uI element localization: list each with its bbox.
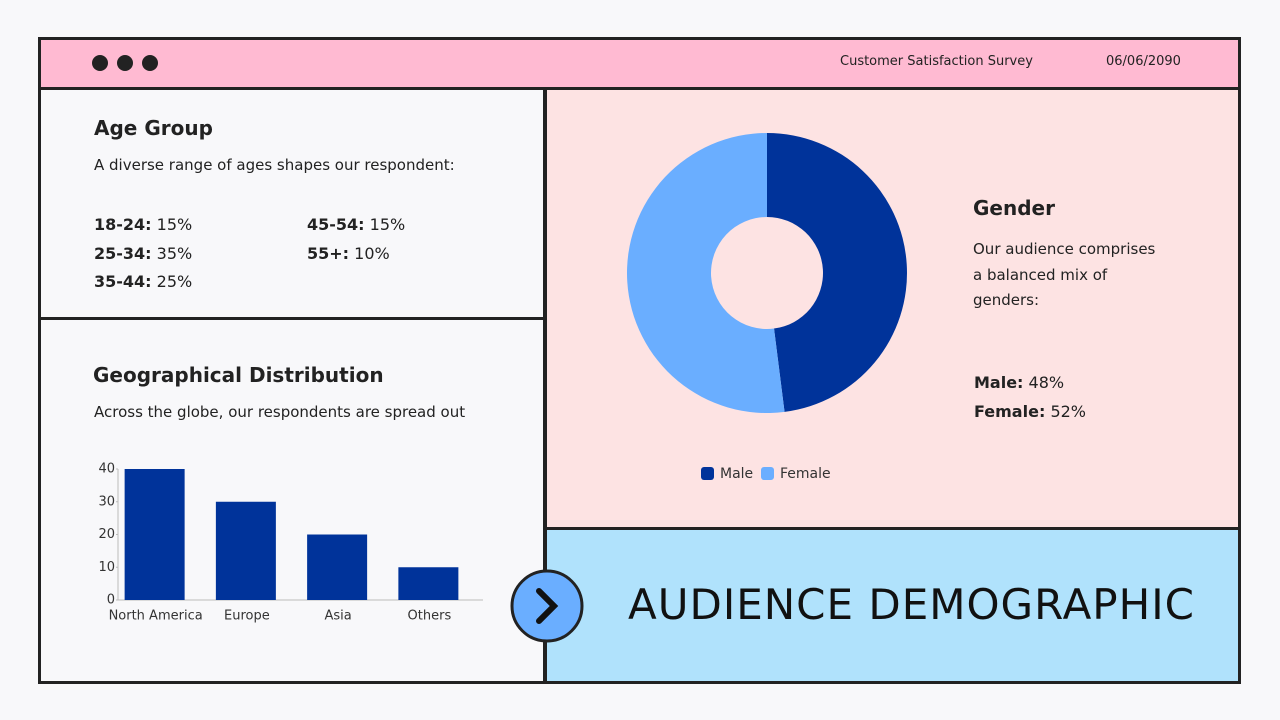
x-tick-label: North America — [109, 609, 203, 624]
banner-title: AUDIENCE DEMOGRAPHIC — [628, 580, 1195, 629]
section-title: Age Group — [94, 116, 213, 140]
legend-swatch — [701, 467, 714, 480]
list-item: 55+: 10% — [307, 244, 390, 263]
window-dot — [142, 55, 158, 71]
item-value: 10% — [354, 243, 390, 263]
x-tick-label: Others — [408, 609, 452, 624]
item-value: 15% — [369, 215, 406, 234]
y-tick-label: 10 — [98, 560, 115, 575]
legend-label: Male — [720, 466, 753, 482]
legend-label: Female — [780, 466, 831, 482]
item-label: 55+: — [307, 243, 350, 263]
bar — [124, 469, 185, 600]
chart-title: Geographical Distribution — [93, 363, 384, 387]
item-label: 25-34: — [94, 243, 152, 263]
x-tick-label: Europe — [224, 609, 270, 624]
bar — [215, 501, 276, 600]
item-label: Female: — [974, 401, 1046, 421]
bar — [398, 567, 459, 600]
header-date: 06/06/2090 — [1106, 54, 1181, 69]
item-value: 48% — [1028, 373, 1065, 392]
chart-title: Gender — [973, 196, 1055, 220]
window-dot — [117, 55, 133, 71]
list-item: 35-44: 25% — [94, 272, 192, 291]
header-bar — [38, 37, 1241, 90]
bar — [307, 534, 368, 600]
y-tick-label: 20 — [98, 527, 115, 542]
section-text: A diverse range of ages shapes our respo… — [94, 156, 455, 174]
age-panel — [38, 87, 546, 320]
list-item: Male: 48% — [974, 373, 1064, 392]
item-value: 52% — [1050, 401, 1086, 421]
list-item: 18-24: 15% — [94, 215, 192, 234]
list-item: Female: 52% — [974, 402, 1086, 421]
list-item: 45-54: 15% — [307, 215, 405, 234]
chart-subtitle: Our audience comprises a balanced mix of… — [973, 240, 1156, 309]
arrow-icon — [536, 588, 559, 624]
y-tick-label: 0 — [107, 593, 115, 608]
chart-subtitle: Across the globe, our respondents are sp… — [94, 403, 466, 421]
item-value: 35% — [156, 243, 193, 263]
header-title: Customer Satisfaction Survey — [840, 54, 1033, 69]
x-tick-label: Asia — [325, 609, 352, 624]
item-label: 45-54: — [307, 215, 365, 234]
item-label: 18-24: — [94, 215, 152, 234]
pie-slice — [767, 133, 907, 412]
legend-swatch — [761, 467, 774, 480]
y-tick-label: 30 — [98, 494, 115, 509]
geo-panel — [38, 317, 546, 684]
banner-panel — [544, 527, 1241, 684]
item-value: 25% — [156, 272, 193, 291]
next-button[interactable] — [510, 569, 584, 643]
y-tick-label: 40 — [98, 462, 115, 477]
item-label: 35-44: — [94, 272, 152, 291]
item-value: 15% — [156, 215, 193, 234]
item-label: Male: — [974, 373, 1024, 392]
list-item: 25-34: 35% — [94, 244, 192, 263]
pie-slice — [626, 133, 785, 413]
window-dot — [92, 55, 108, 71]
